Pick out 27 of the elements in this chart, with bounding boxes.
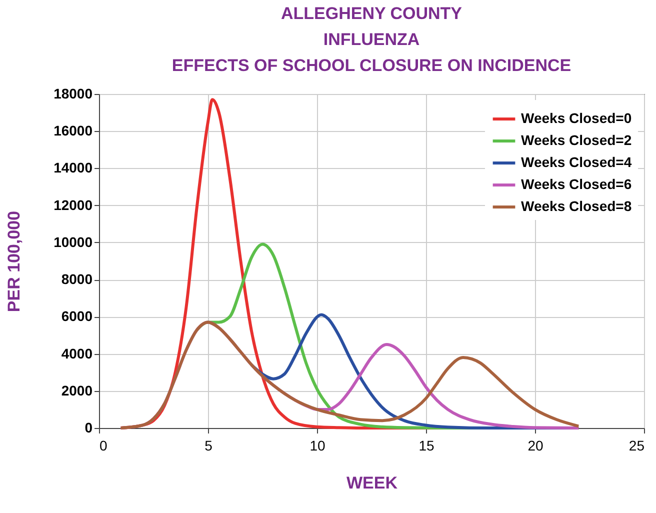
legend-label: Weeks Closed=4 xyxy=(521,154,632,170)
y-tick-label: 6000 xyxy=(61,308,93,324)
text: EFFECTS OF SCHOOL CLOSURE ON INCIDENCE xyxy=(172,56,572,75)
legend-label: Weeks Closed=6 xyxy=(521,176,632,192)
y-tick-label: 16000 xyxy=(54,122,93,139)
y-tick-label: 18000 xyxy=(54,86,93,102)
y-tick-label: 2000 xyxy=(61,382,93,398)
x-tick-label: 0 xyxy=(100,438,108,454)
y-axis-title: PER 100,000 xyxy=(4,210,24,312)
x-tick-label: 15 xyxy=(418,438,434,454)
legend-label: Weeks Closed=8 xyxy=(521,198,632,214)
legend-label: Weeks Closed=0 xyxy=(521,110,632,126)
y-tick-label: 8000 xyxy=(61,271,93,288)
x-axis-title: WEEK xyxy=(346,474,398,492)
y-tick-label: 12000 xyxy=(54,196,93,213)
text: ALLEGHENY COUNTY xyxy=(280,4,462,23)
y-tick-label: 4000 xyxy=(61,345,93,362)
text: INFLUENZA xyxy=(323,30,420,49)
y-tick-label: 14000 xyxy=(54,160,93,176)
x-tick-label: 20 xyxy=(528,438,544,454)
legend-label: Weeks Closed=2 xyxy=(521,132,632,148)
line-series xyxy=(119,320,580,430)
x-tick-label: 5 xyxy=(204,438,213,454)
y-tick-label: 0 xyxy=(84,420,93,436)
y-tick-label: 10000 xyxy=(54,234,93,250)
x-tick-label: 25 xyxy=(628,438,645,454)
x-tick-label: 10 xyxy=(310,438,326,454)
